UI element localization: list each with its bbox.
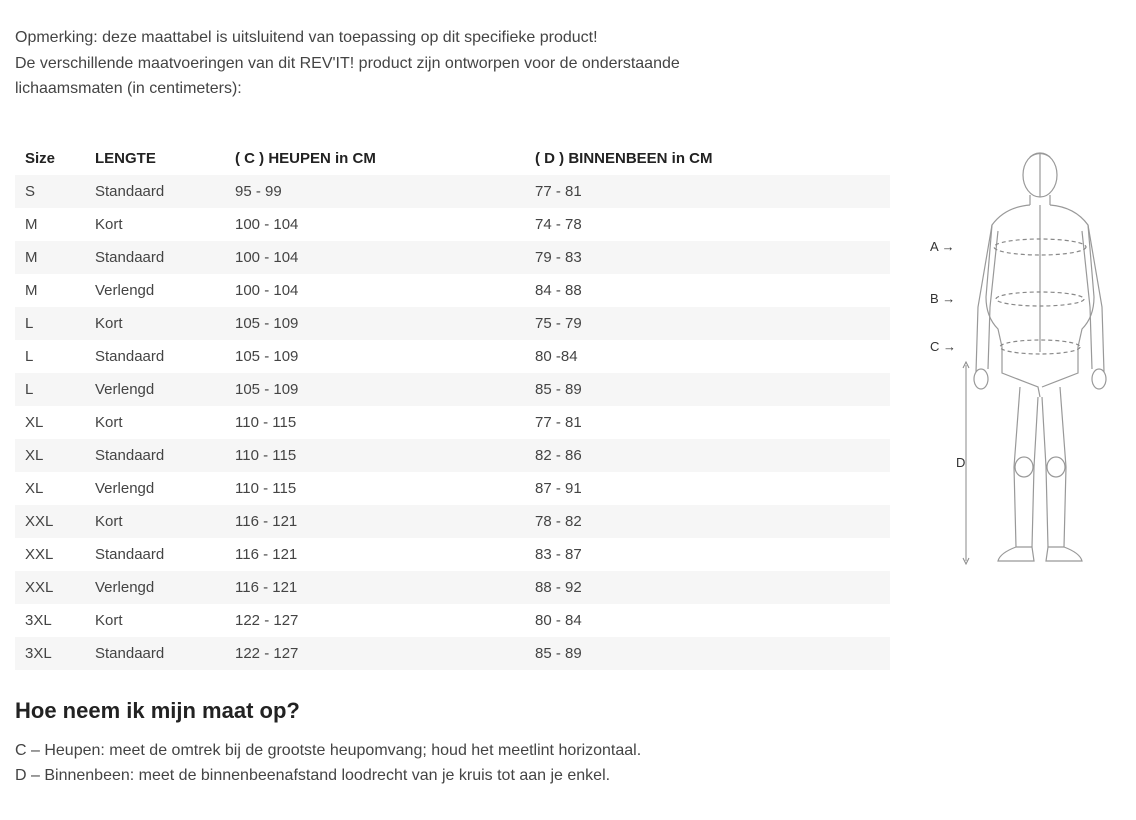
measure-title: Hoe neem ik mijn maat op? (15, 698, 1121, 724)
table-cell: 80 -84 (525, 340, 890, 373)
col-header-length: LENGTE (85, 142, 225, 175)
intro-line: lichaamsmaten (in centimeters): (15, 80, 242, 97)
table-cell: L (15, 340, 85, 373)
table-cell: 122 - 127 (225, 637, 525, 670)
table-cell: Standaard (85, 175, 225, 208)
table-cell: 87 - 91 (525, 472, 890, 505)
diagram-label-d: D (956, 455, 965, 470)
table-row: MVerlengd100 - 10484 - 88 (15, 274, 890, 307)
table-cell: 105 - 109 (225, 307, 525, 340)
table-cell: Standaard (85, 439, 225, 472)
col-header-inseam: ( D ) BINNENBEEN in CM (525, 142, 890, 175)
intro-line: De verschillende maatvoeringen van dit R… (15, 55, 680, 72)
measure-line-d: D – Binnenbeen: meet de binnenbeenafstan… (15, 763, 1121, 789)
table-row: LVerlengd105 - 10985 - 89 (15, 373, 890, 406)
table-row: XXLVerlengd116 - 12188 - 92 (15, 571, 890, 604)
table-row: XLStandaard110 - 11582 - 86 (15, 439, 890, 472)
table-cell: 77 - 81 (525, 175, 890, 208)
table-cell: XXL (15, 571, 85, 604)
table-cell: Standaard (85, 538, 225, 571)
table-cell: 85 - 89 (525, 637, 890, 670)
table-cell: Kort (85, 307, 225, 340)
size-table: Size LENGTE ( C ) HEUPEN in CM ( D ) BIN… (15, 142, 890, 670)
table-cell: M (15, 274, 85, 307)
table-cell: 3XL (15, 637, 85, 670)
table-cell: 95 - 99 (225, 175, 525, 208)
table-cell: Kort (85, 604, 225, 637)
measure-line-c: C – Heupen: meet de omtrek bij de groots… (15, 738, 1121, 764)
table-cell: 110 - 115 (225, 472, 525, 505)
table-row: XXLStandaard116 - 12183 - 87 (15, 538, 890, 571)
table-cell: Kort (85, 406, 225, 439)
intro-line: Opmerking: deze maattabel is uitsluitend… (15, 29, 598, 46)
table-cell: 116 - 121 (225, 538, 525, 571)
table-cell: L (15, 307, 85, 340)
table-cell: 84 - 88 (525, 274, 890, 307)
table-cell: M (15, 241, 85, 274)
table-cell: 74 - 78 (525, 208, 890, 241)
intro-text: Opmerking: deze maattabel is uitsluitend… (15, 25, 1121, 102)
size-table-wrap: Size LENGTE ( C ) HEUPEN in CM ( D ) BIN… (15, 142, 890, 670)
table-cell: XL (15, 439, 85, 472)
table-row: XLKort110 - 11577 - 81 (15, 406, 890, 439)
table-row: 3XLKort122 - 12780 - 84 (15, 604, 890, 637)
table-cell: S (15, 175, 85, 208)
table-cell: 3XL (15, 604, 85, 637)
table-cell: 105 - 109 (225, 373, 525, 406)
table-cell: 78 - 82 (525, 505, 890, 538)
table-cell: 83 - 87 (525, 538, 890, 571)
table-header-row: Size LENGTE ( C ) HEUPEN in CM ( D ) BIN… (15, 142, 890, 175)
body-diagram: A → B → C → D (890, 142, 1130, 592)
table-row: 3XLStandaard122 - 12785 - 89 (15, 637, 890, 670)
table-cell: 105 - 109 (225, 340, 525, 373)
table-cell: 82 - 86 (525, 439, 890, 472)
table-cell: XXL (15, 538, 85, 571)
table-cell: Standaard (85, 340, 225, 373)
table-cell: L (15, 373, 85, 406)
table-cell: 100 - 104 (225, 241, 525, 274)
table-row: XLVerlengd110 - 11587 - 91 (15, 472, 890, 505)
table-cell: XL (15, 472, 85, 505)
table-row: MStandaard100 - 10479 - 83 (15, 241, 890, 274)
table-cell: 80 - 84 (525, 604, 890, 637)
table-cell: 85 - 89 (525, 373, 890, 406)
table-cell: 79 - 83 (525, 241, 890, 274)
table-row: SStandaard95 - 9977 - 81 (15, 175, 890, 208)
col-header-hips: ( C ) HEUPEN in CM (225, 142, 525, 175)
table-row: XXLKort116 - 12178 - 82 (15, 505, 890, 538)
table-cell: Verlengd (85, 373, 225, 406)
table-cell: Kort (85, 505, 225, 538)
table-cell: XL (15, 406, 85, 439)
table-cell: 116 - 121 (225, 571, 525, 604)
table-cell: 110 - 115 (225, 406, 525, 439)
diagram-label-b: B → (930, 291, 955, 306)
table-cell: 88 - 92 (525, 571, 890, 604)
table-cell: Standaard (85, 241, 225, 274)
table-cell: M (15, 208, 85, 241)
measure-instructions: C – Heupen: meet de omtrek bij de groots… (15, 738, 1121, 789)
table-cell: Verlengd (85, 274, 225, 307)
table-cell: Verlengd (85, 571, 225, 604)
table-cell: 100 - 104 (225, 208, 525, 241)
table-row: LStandaard105 - 10980 -84 (15, 340, 890, 373)
col-header-size: Size (15, 142, 85, 175)
table-cell: 100 - 104 (225, 274, 525, 307)
table-cell: 116 - 121 (225, 505, 525, 538)
table-cell: 75 - 79 (525, 307, 890, 340)
table-row: LKort105 - 10975 - 79 (15, 307, 890, 340)
table-cell: XXL (15, 505, 85, 538)
diagram-label-a: A → (930, 239, 955, 254)
table-row: MKort100 - 10474 - 78 (15, 208, 890, 241)
table-cell: 122 - 127 (225, 604, 525, 637)
table-cell: Standaard (85, 637, 225, 670)
table-cell: 110 - 115 (225, 439, 525, 472)
diagram-label-c: C → (930, 339, 956, 354)
body-diagram-svg: A → B → C → D (920, 147, 1130, 587)
table-cell: Verlengd (85, 472, 225, 505)
table-cell: Kort (85, 208, 225, 241)
table-cell: 77 - 81 (525, 406, 890, 439)
